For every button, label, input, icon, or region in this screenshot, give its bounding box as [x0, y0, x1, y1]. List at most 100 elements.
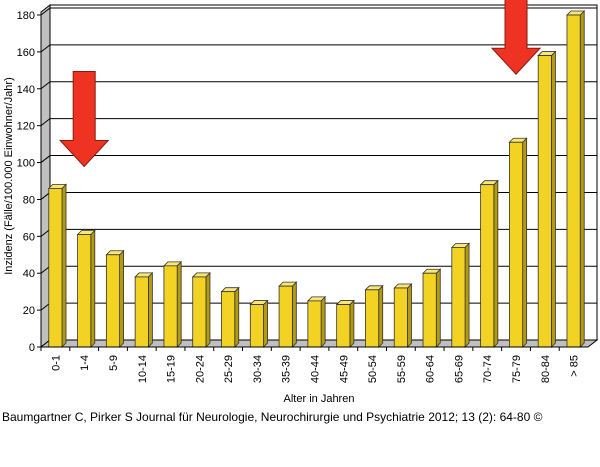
bar-side	[407, 283, 412, 348]
gridline-side	[40, 7, 51, 16]
x-tick-label: 60-64	[425, 355, 437, 383]
bar-front	[77, 234, 92, 348]
y-tick-label: 100	[17, 158, 35, 170]
bar-side	[464, 242, 470, 348]
gridline-side	[40, 155, 51, 163]
bar-side	[90, 229, 96, 348]
bar-side	[522, 137, 528, 348]
bar-front	[365, 289, 380, 348]
bar-front	[134, 276, 149, 348]
y-tick-label: 80	[23, 194, 35, 206]
bar-side	[320, 295, 326, 348]
x-tick-labels: 0-1 1-4 5-9 10-14 15-19 20-24 25-29 30-34 35-39 4…	[40, 346, 588, 383]
y-tick-label: 60	[23, 231, 35, 243]
bar	[47, 183, 67, 348]
bar	[479, 179, 499, 348]
x-tick-label: > 85	[569, 355, 581, 377]
x-tick-label: 80-84	[540, 355, 552, 383]
x-tick-label: 40-44	[310, 355, 322, 383]
x-tick-label: 75-79	[511, 355, 523, 383]
bar-front	[105, 254, 120, 348]
x-tick-label: 45-49	[338, 355, 350, 383]
y-tick-label: 40	[23, 268, 35, 280]
bar	[364, 284, 384, 348]
x-tick-label: 20-24	[194, 355, 206, 383]
bar	[278, 281, 298, 348]
x-tick-label: 10-14	[137, 355, 149, 383]
y-tick-label: 20	[23, 305, 35, 317]
bar-front	[163, 265, 178, 348]
x-tick-label: 65-69	[453, 355, 465, 383]
bar	[249, 299, 269, 348]
bar-side	[579, 10, 585, 348]
red-down-arrow-icon	[490, 0, 542, 76]
y-tick-label: 0	[29, 342, 35, 354]
bar-front	[48, 187, 63, 348]
x-tick-label: 0-1	[50, 355, 62, 371]
bar-side	[61, 183, 67, 348]
x-tick-label: 25-29	[223, 355, 235, 383]
bar	[508, 137, 528, 348]
bar-side	[551, 50, 556, 348]
bar-side	[205, 271, 211, 348]
bar-front	[422, 272, 437, 348]
y-tick-label: 160	[17, 47, 35, 59]
bar	[450, 242, 471, 348]
x-tick-label: 30-34	[252, 355, 264, 383]
bar	[134, 271, 154, 348]
bar-side	[435, 268, 441, 348]
x-tick-label: 55-59	[396, 355, 408, 383]
bar-side	[349, 299, 355, 348]
gridline-side	[40, 118, 51, 127]
y-tick-label: 140	[17, 84, 35, 96]
bar	[105, 249, 125, 348]
bar-front	[393, 287, 408, 348]
bar	[162, 260, 183, 348]
x-tick-label: 15-19	[166, 355, 178, 383]
bar-side	[291, 281, 297, 348]
x-tick-label: 70-74	[482, 355, 494, 383]
bar-front	[509, 141, 524, 348]
bar-side	[378, 284, 384, 348]
bar-front	[451, 246, 466, 348]
bar-front	[566, 14, 581, 348]
bar-side	[263, 299, 268, 348]
bar-front	[480, 184, 495, 348]
source-caption: Baumgartner C, Pirker S Journal für Neur…	[2, 410, 543, 424]
bar-front	[537, 55, 552, 348]
x-tick-label: 35-39	[281, 355, 293, 383]
x-tick-label: 5-9	[108, 355, 120, 371]
gridline-side	[40, 81, 51, 90]
y-tick-labels: 0 20 40 60 80 100 120 140 160 180	[17, 10, 42, 354]
bar-side	[176, 260, 182, 348]
bar-side	[119, 249, 124, 348]
bar-side	[234, 286, 240, 348]
bar-side	[147, 271, 153, 348]
x-tick-label: 1-4	[79, 355, 91, 371]
y-tick-label: 120	[17, 121, 35, 133]
bar	[335, 299, 355, 348]
bar-front	[307, 300, 322, 348]
bar	[76, 229, 96, 348]
bar-side	[493, 179, 499, 348]
bar-front	[249, 304, 264, 348]
bar	[191, 271, 211, 348]
bar-front	[221, 291, 236, 348]
bars	[47, 10, 586, 348]
bar	[306, 295, 327, 348]
bar-front	[278, 285, 293, 348]
bar	[566, 10, 586, 348]
bar	[422, 268, 442, 348]
bar-front	[336, 304, 351, 348]
bar-chart: 0 20 40 60 80 100 120 140 160 180 0-1 1-4 5-9 10-14 1…	[3, 0, 599, 405]
gridline-side	[40, 44, 51, 53]
bar	[537, 50, 557, 348]
bar	[393, 283, 413, 348]
y-tick-label: 180	[17, 10, 35, 22]
x-axis-title: Alter in Jahren	[284, 393, 355, 405]
annotation-arrows	[59, 0, 542, 168]
red-down-arrow-icon	[59, 70, 110, 168]
bar-front	[192, 276, 207, 348]
bar	[220, 286, 240, 348]
y-axis-title: Inzidenz (Fälle/100.000 Einwohner/Jahr)	[3, 77, 15, 275]
